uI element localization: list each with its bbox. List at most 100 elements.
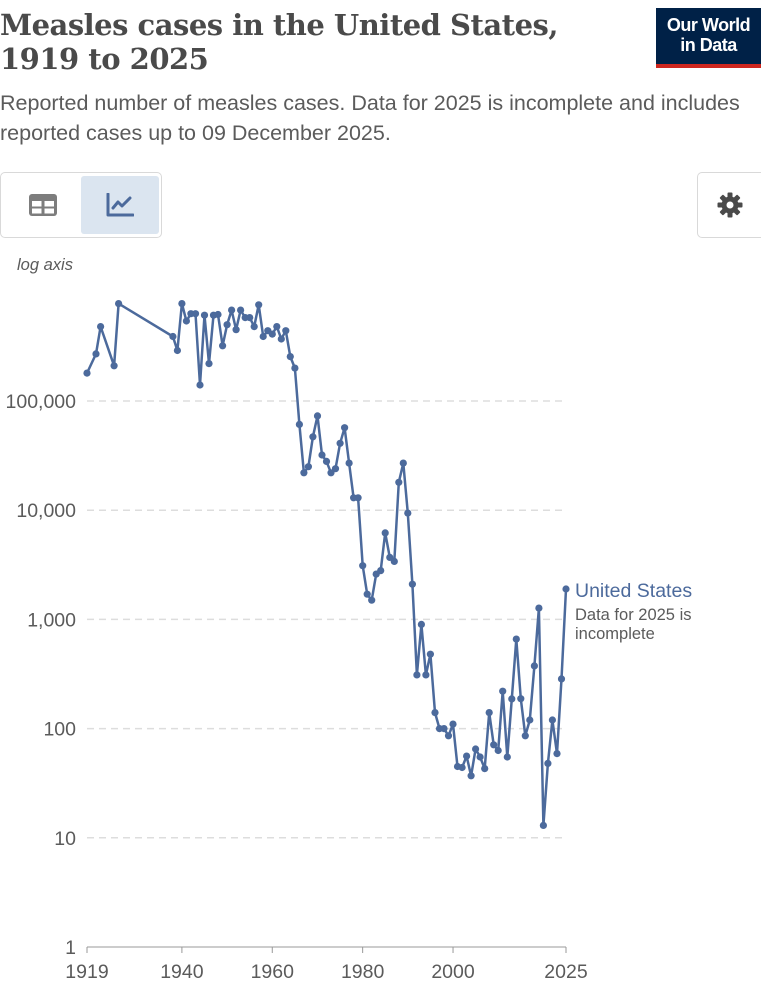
data-point[interactable]	[255, 301, 263, 309]
data-point[interactable]	[300, 469, 308, 477]
data-point[interactable]	[377, 567, 385, 575]
data-point[interactable]	[440, 725, 448, 733]
settings-button[interactable]	[697, 172, 761, 238]
axis-mode-label[interactable]: log axis	[17, 256, 73, 274]
data-point[interactable]	[368, 596, 376, 604]
data-point[interactable]	[557, 675, 566, 683]
owid-logo[interactable]: Our World in Data	[656, 8, 761, 68]
data-point[interactable]	[535, 604, 543, 612]
data-point[interactable]	[548, 716, 557, 724]
data-point[interactable]	[422, 671, 430, 679]
data-point[interactable]	[444, 732, 453, 740]
data-point[interactable]	[395, 478, 403, 486]
data-point[interactable]	[336, 439, 344, 447]
data-point[interactable]	[237, 306, 245, 314]
series-label-united-states[interactable]: United States	[575, 580, 692, 602]
data-point[interactable]	[273, 323, 281, 331]
data-point[interactable]	[521, 732, 529, 740]
data-point[interactable]	[83, 369, 91, 377]
data-point[interactable]	[417, 620, 425, 628]
data-point[interactable]	[503, 753, 511, 761]
data-point[interactable]	[472, 745, 480, 753]
data-point[interactable]	[399, 459, 407, 467]
data-point[interactable]	[259, 332, 267, 341]
data-point[interactable]	[268, 330, 276, 338]
data-point[interactable]	[512, 635, 520, 643]
tab-table[interactable]	[4, 176, 82, 234]
data-point[interactable]	[115, 300, 123, 308]
gear-icon	[717, 192, 742, 218]
view-tabs	[0, 172, 162, 238]
data-point[interactable]	[282, 327, 290, 335]
data-point[interactable]	[182, 317, 190, 325]
data-point[interactable]	[250, 323, 258, 331]
logo-line-2: in Data	[680, 35, 737, 55]
data-point[interactable]	[526, 716, 534, 724]
data-point[interactable]	[309, 433, 317, 441]
data-point[interactable]	[97, 323, 105, 331]
table-icon	[29, 194, 57, 216]
data-point[interactable]	[178, 300, 186, 308]
data-point[interactable]	[553, 750, 561, 758]
y-tick-label: 100,000	[6, 391, 77, 413]
data-point[interactable]	[499, 687, 507, 695]
data-point[interactable]	[426, 650, 434, 658]
data-point[interactable]	[304, 463, 312, 471]
data-point[interactable]	[562, 585, 570, 593]
data-point[interactable]	[196, 381, 204, 389]
data-point[interactable]	[449, 720, 457, 728]
data-point[interactable]	[322, 457, 331, 465]
data-point[interactable]	[200, 311, 209, 319]
data-point[interactable]	[291, 364, 299, 372]
y-tick-label: 10,000	[16, 500, 76, 522]
chart-subtitle: Reported number of measles cases. Data f…	[0, 91, 740, 145]
data-point[interactable]	[341, 424, 349, 432]
data-point[interactable]	[517, 695, 525, 703]
data-point[interactable]	[476, 753, 484, 761]
data-point[interactable]	[354, 494, 362, 502]
data-point[interactable]	[539, 821, 548, 830]
data-point[interactable]	[219, 342, 227, 350]
data-point[interactable]	[530, 662, 539, 670]
data-point[interactable]	[277, 335, 285, 343]
data-point[interactable]	[485, 709, 493, 717]
y-tick-label: 1	[65, 937, 76, 959]
data-point[interactable]	[313, 412, 322, 420]
data-point[interactable]	[214, 310, 222, 319]
data-point[interactable]	[295, 420, 303, 428]
data-point[interactable]	[359, 562, 367, 570]
tab-chart[interactable]	[81, 176, 159, 234]
data-point[interactable]	[463, 752, 471, 760]
data-point[interactable]	[205, 360, 213, 368]
data-point[interactable]	[508, 695, 516, 703]
data-point[interactable]	[544, 759, 552, 767]
data-point[interactable]	[345, 459, 353, 467]
data-point[interactable]	[381, 529, 389, 537]
data-point[interactable]	[494, 746, 502, 755]
data-point[interactable]	[228, 306, 236, 314]
data-point[interactable]	[246, 314, 254, 322]
x-tick-label: 1940	[160, 961, 204, 983]
x-tick-label: 1980	[341, 961, 385, 983]
data-point[interactable]	[408, 580, 416, 588]
data-point[interactable]	[318, 451, 326, 459]
data-point[interactable]	[191, 310, 200, 318]
data-point[interactable]	[331, 465, 340, 473]
data-point[interactable]	[458, 763, 466, 772]
data-point[interactable]	[363, 590, 371, 598]
y-tick-label: 1,000	[27, 609, 76, 631]
data-point[interactable]	[92, 350, 100, 358]
data-point[interactable]	[110, 362, 118, 370]
data-point[interactable]	[481, 765, 489, 773]
data-point[interactable]	[223, 321, 231, 329]
data-point[interactable]	[169, 332, 177, 341]
data-point[interactable]	[413, 671, 421, 679]
data-point[interactable]	[431, 709, 439, 717]
data-point[interactable]	[467, 772, 475, 780]
data-point[interactable]	[490, 741, 498, 749]
data-point[interactable]	[286, 353, 294, 361]
data-point[interactable]	[232, 326, 240, 334]
data-point[interactable]	[390, 557, 398, 565]
data-point[interactable]	[173, 346, 181, 355]
data-point[interactable]	[404, 509, 412, 517]
